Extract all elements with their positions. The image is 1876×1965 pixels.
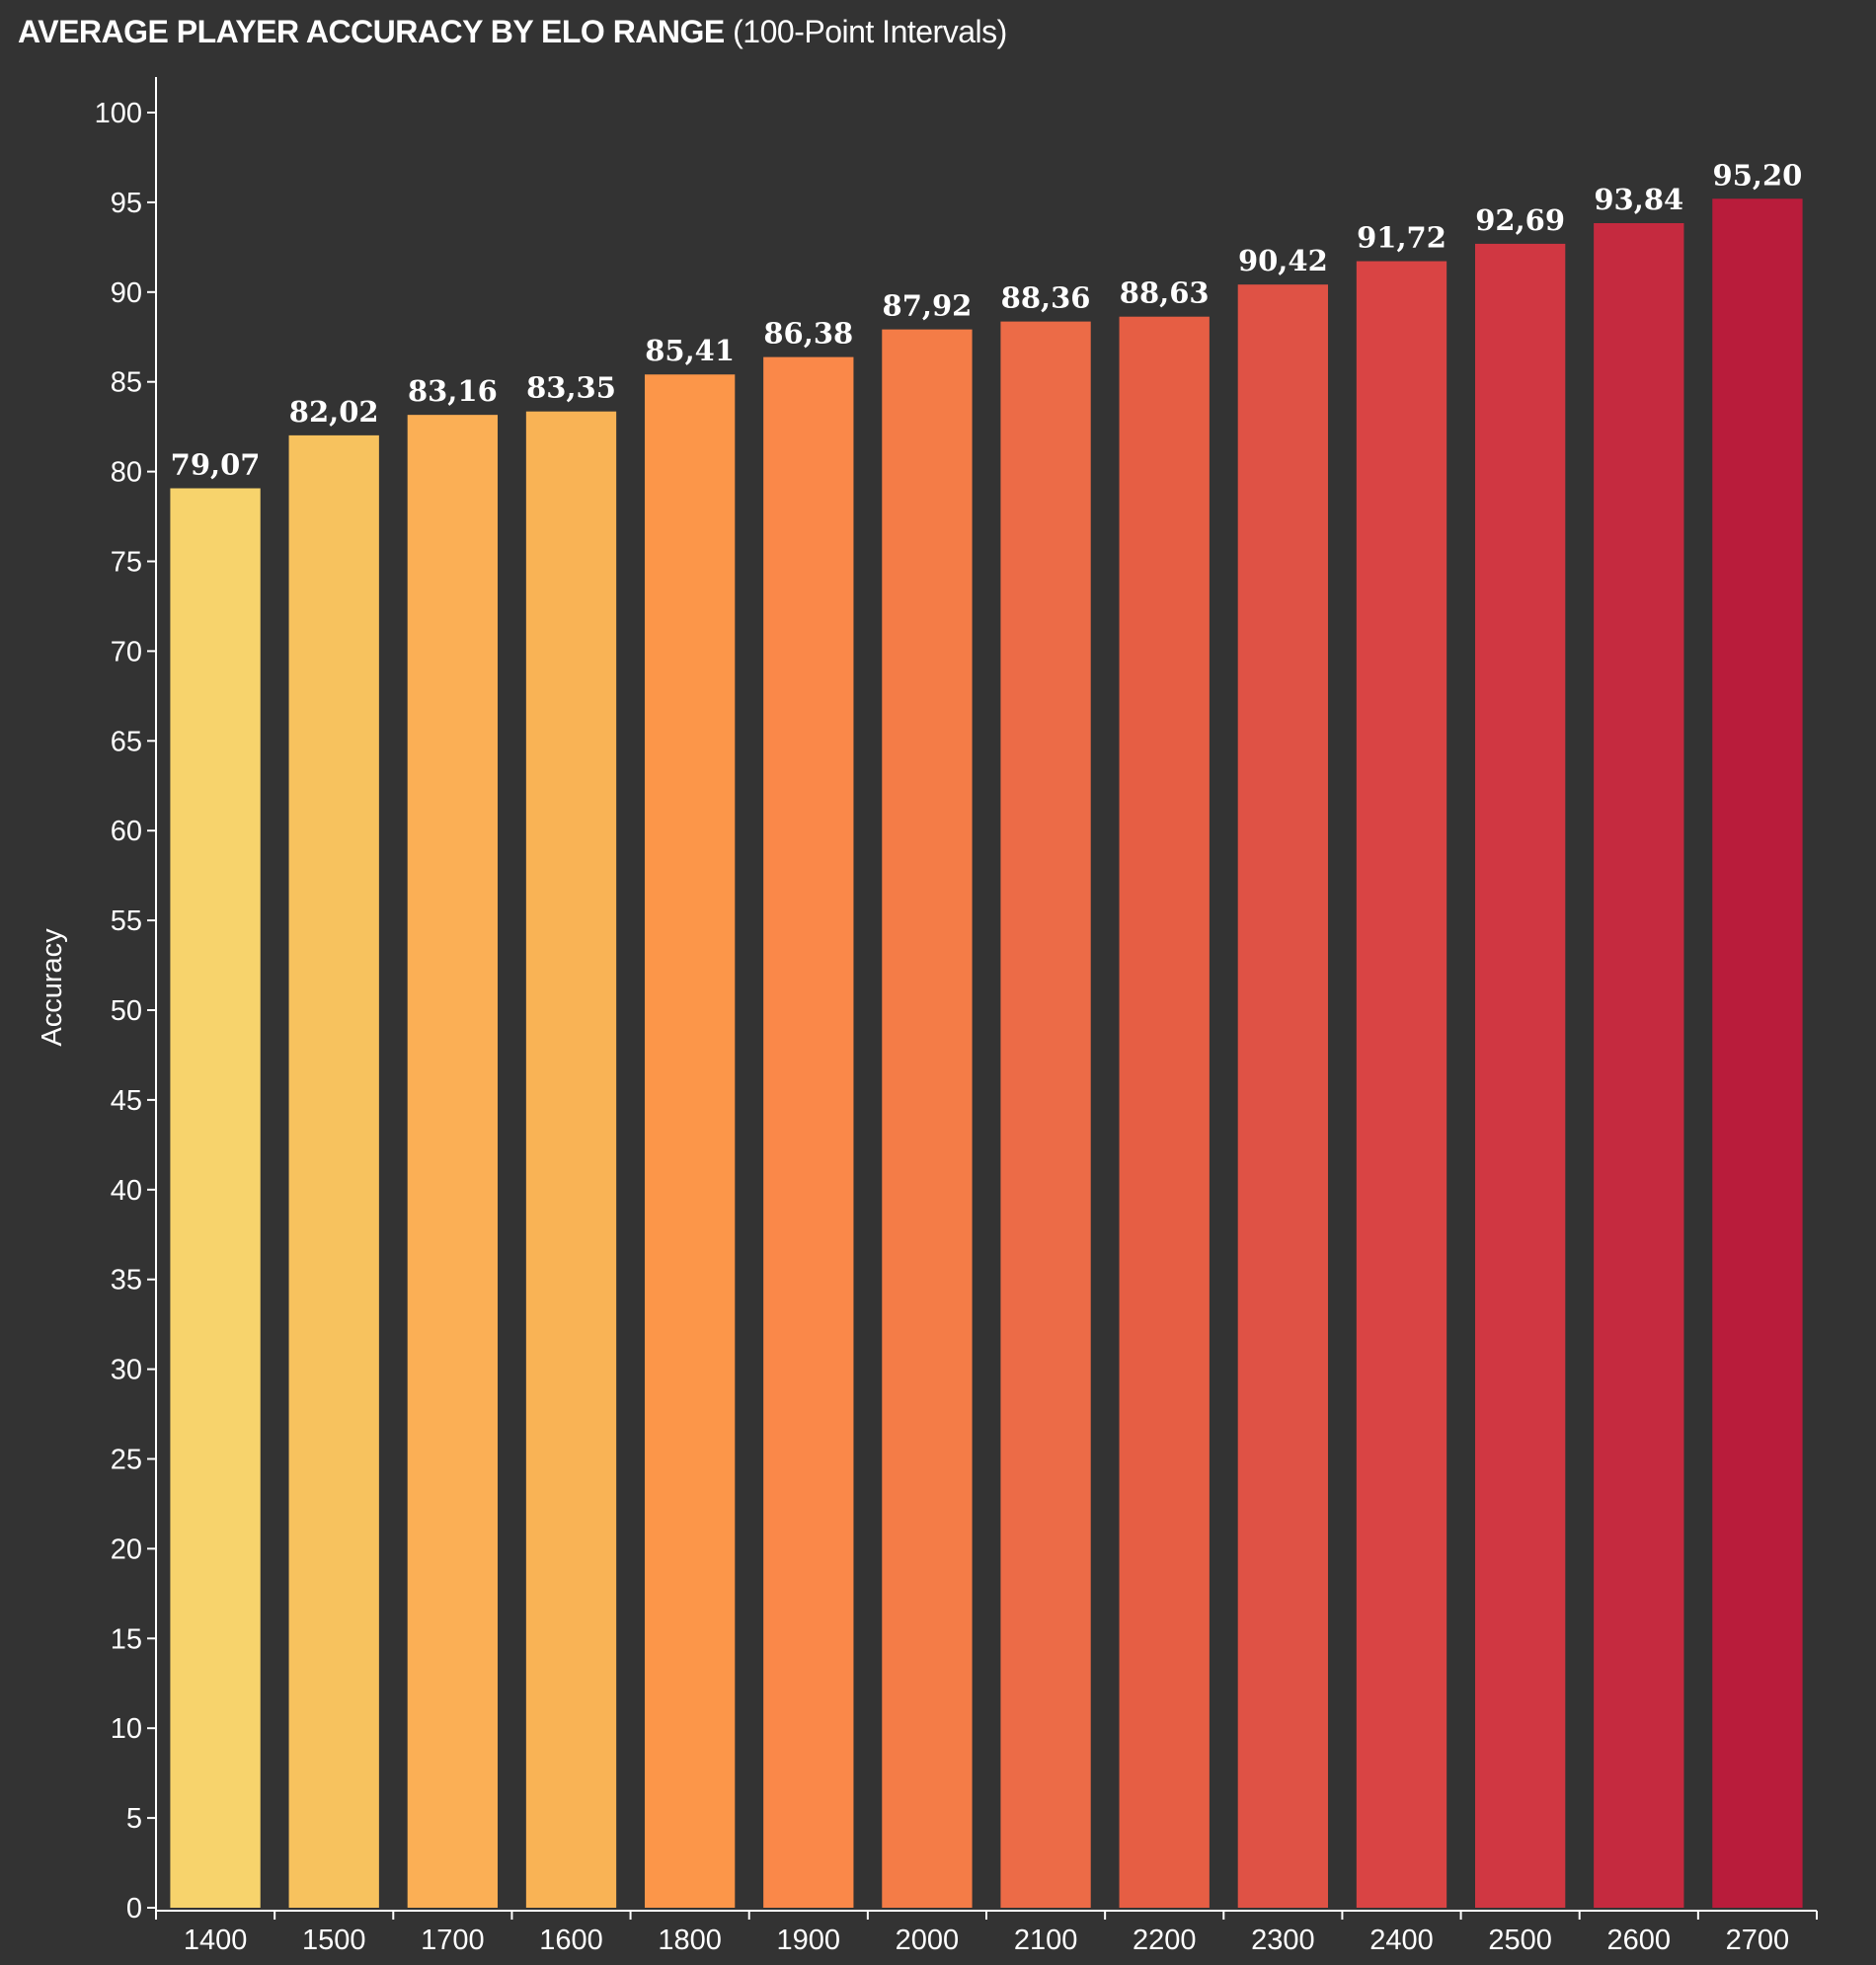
x-tick-label: 1600 — [539, 1925, 603, 1956]
chart-title: AVERAGE PLAYER ACCURACY BY ELO RANGE (10… — [18, 14, 1007, 50]
x-tick-label: 2700 — [1726, 1925, 1790, 1956]
y-axis-title: Accuracy — [37, 928, 68, 1047]
y-axis: 0 5 10 15 20 25 30 35 40 45 50 55 60 65 70 75 80 85 90 95 10… — [95, 77, 157, 1925]
x-tick-label: 1900 — [777, 1925, 841, 1956]
bar-value-label: 82,02 — [289, 395, 379, 429]
bar — [1000, 321, 1091, 1908]
value-labels: 79,07 82,02 83,16 83,35 85,41 86,38 87,92 88,36… — [171, 158, 1803, 481]
bar-value-label: 85,41 — [645, 334, 735, 367]
bar — [1356, 261, 1447, 1908]
bar-value-label: 93,84 — [1594, 183, 1683, 216]
bar-value-label: 79,07 — [171, 448, 261, 482]
chart-title-subtitle: (100-Point Intervals) — [733, 14, 1007, 49]
x-tick-label: 2500 — [1488, 1925, 1552, 1956]
bar-value-label: 95,20 — [1713, 158, 1803, 192]
y-tick-label: 25 — [111, 1445, 142, 1476]
bar-value-label: 83,16 — [408, 374, 498, 408]
bar-value-label: 88,36 — [1001, 281, 1091, 315]
x-tick-label: 2000 — [896, 1925, 960, 1956]
x-tick-label: 1500 — [302, 1925, 366, 1956]
y-tick-label: 40 — [111, 1175, 142, 1207]
bar — [763, 356, 854, 1909]
x-tick-label: 1800 — [658, 1925, 722, 1956]
bar-value-label: 92,69 — [1475, 203, 1565, 237]
y-tick-label: 90 — [111, 277, 142, 309]
x-tick-label: 1700 — [421, 1925, 485, 1956]
y-tick-label: 20 — [111, 1533, 142, 1565]
y-tick-label: 5 — [126, 1803, 142, 1835]
x-axis: 1400 1500 1700 1600 1800 1900 2000 2100 2200 2300… — [155, 1910, 1818, 1956]
bar-value-label: 90,42 — [1238, 244, 1328, 277]
bar — [407, 415, 499, 1908]
x-tick-label: 2600 — [1607, 1925, 1672, 1956]
bar — [525, 411, 617, 1908]
bar — [882, 329, 973, 1909]
y-tick-label: 75 — [111, 547, 142, 579]
x-tick-label: 2300 — [1251, 1925, 1315, 1956]
y-tick-label: 10 — [111, 1713, 142, 1745]
y-tick-label: 80 — [111, 457, 142, 489]
bar-value-label: 87,92 — [883, 289, 973, 323]
bar — [644, 374, 736, 1908]
bar — [170, 488, 261, 1909]
bar — [1119, 316, 1210, 1909]
y-tick-label: 85 — [111, 367, 142, 399]
bar — [1712, 198, 1803, 1908]
bar — [1237, 284, 1329, 1908]
x-tick-label: 2200 — [1133, 1925, 1197, 1956]
y-tick-label: 55 — [111, 905, 142, 937]
x-tick-label: 2400 — [1369, 1925, 1434, 1956]
y-tick-label: 45 — [111, 1085, 142, 1117]
bars — [170, 198, 1803, 1909]
y-tick-label: 70 — [111, 636, 142, 668]
y-tick-label: 50 — [111, 995, 142, 1027]
y-tick-label: 15 — [111, 1623, 142, 1655]
y-tick-label: 30 — [111, 1355, 142, 1386]
y-tick-label: 95 — [111, 188, 142, 219]
chart-title-main: AVERAGE PLAYER ACCURACY BY ELO RANGE — [18, 14, 725, 49]
x-tick-label: 1400 — [184, 1925, 248, 1956]
y-tick-label: 100 — [95, 98, 142, 129]
bar-value-label: 86,38 — [763, 317, 853, 351]
y-tick-label: 60 — [111, 816, 142, 847]
x-tick-label: 2100 — [1014, 1925, 1078, 1956]
bar — [1594, 222, 1684, 1909]
bar-value-label: 91,72 — [1357, 221, 1446, 255]
y-tick-label: 0 — [126, 1893, 142, 1925]
y-tick-label: 65 — [111, 726, 142, 757]
bar-value-label: 88,63 — [1120, 276, 1210, 310]
bar-value-label: 83,35 — [526, 371, 616, 405]
y-tick-label: 35 — [111, 1265, 142, 1297]
bar — [1474, 243, 1566, 1909]
bar — [288, 434, 379, 1908]
